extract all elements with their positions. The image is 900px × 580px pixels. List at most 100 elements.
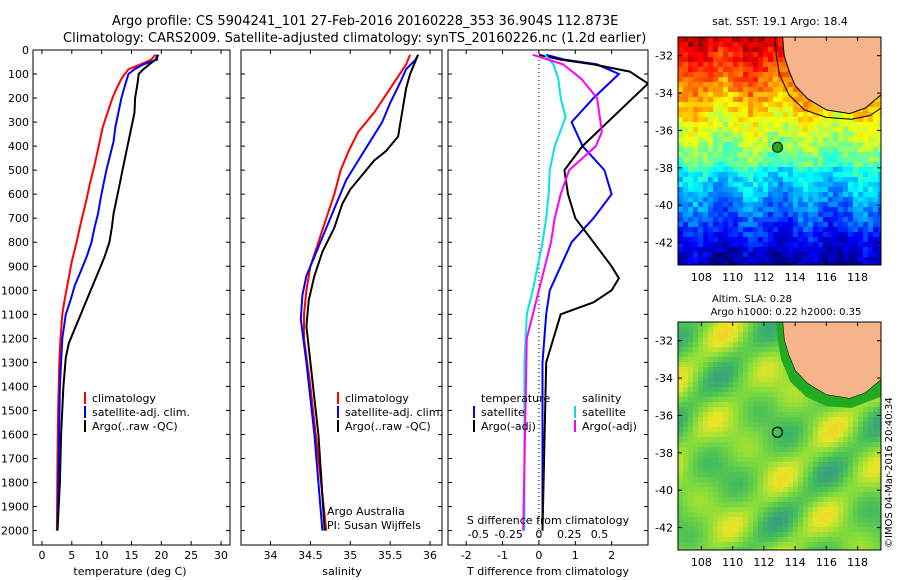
- sst-cell: [873, 182, 878, 187]
- sla-cell: [738, 382, 743, 387]
- sst-cell: [798, 107, 803, 112]
- sst-cell: [818, 232, 823, 237]
- sla-cell: [843, 547, 848, 550]
- sst-cell: [838, 147, 843, 152]
- depth-tick-label: 1700: [1, 452, 29, 465]
- sst-cell: [818, 152, 823, 157]
- sla-cell: [823, 452, 828, 457]
- sla-cell: [763, 457, 768, 462]
- sla-cell: [838, 517, 843, 522]
- sla-cell: [683, 397, 688, 402]
- sla-cell: [703, 512, 708, 517]
- sst-cell: [758, 247, 763, 252]
- sst-cell: [863, 247, 868, 252]
- sst-cell: [703, 252, 708, 257]
- sst-cell: [703, 102, 708, 107]
- sst-cell: [833, 157, 838, 162]
- sla-cell: [728, 342, 733, 347]
- sst-cell: [723, 187, 728, 192]
- sst-cell: [873, 167, 878, 172]
- sla-cell: [753, 397, 758, 402]
- sla-cell: [718, 477, 723, 482]
- sla-cell: [808, 502, 813, 507]
- sst-cell: [683, 132, 688, 137]
- sst-cell: [703, 37, 708, 42]
- sla-cell: [848, 432, 853, 437]
- sla-cell: [808, 437, 813, 442]
- sla-cell: [758, 322, 763, 327]
- sst-map-title: sat. SST: 19.1 Argo: 18.4: [712, 15, 848, 28]
- sst-cell: [753, 262, 758, 265]
- sst-cell: [683, 202, 688, 207]
- sla-cell: [783, 482, 788, 487]
- sla-cell: [678, 357, 683, 362]
- sla-cell: [803, 452, 808, 457]
- sst-cell: [823, 162, 828, 167]
- secondary-tick-label: 0: [535, 528, 542, 541]
- sla-cell: [693, 382, 698, 387]
- sla-cell: [728, 537, 733, 542]
- sst-cell: [683, 97, 688, 102]
- sla-cell: [818, 452, 823, 457]
- sst-cell: [748, 197, 753, 202]
- sla-cell: [833, 417, 838, 422]
- sst-cell: [708, 132, 713, 137]
- sla-cell: [768, 522, 773, 527]
- sla-cell: [713, 362, 718, 367]
- sla-cell: [733, 537, 738, 542]
- sst-cell: [788, 92, 793, 97]
- sst-cell: [768, 232, 773, 237]
- sst-cell: [808, 212, 813, 217]
- sla-cell: [748, 537, 753, 542]
- sla-cell: [748, 442, 753, 447]
- sst-cell: [703, 212, 708, 217]
- sst-cell: [683, 152, 688, 157]
- sla-cell: [758, 382, 763, 387]
- salinity-difference-ticks: -0.5 -0.25 0 0.25 0.5: [468, 528, 609, 541]
- sst-cell: [733, 37, 738, 42]
- sla-cell: [693, 537, 698, 542]
- sst-cell: [753, 217, 758, 222]
- sst-cell: [718, 52, 723, 57]
- sst-cell: [803, 142, 808, 147]
- sst-cell: [798, 227, 803, 232]
- sst-cell: [723, 222, 728, 227]
- sst-cell: [863, 152, 868, 157]
- sst-cell: [858, 112, 863, 117]
- sla-cell: [768, 442, 773, 447]
- sla-cell: [753, 352, 758, 357]
- sla-cell: [758, 487, 763, 492]
- sst-cell: [793, 192, 798, 197]
- sla-cell: [723, 527, 728, 532]
- sla-cell: [733, 492, 738, 497]
- sst-cell: [708, 137, 713, 142]
- sla-cell: [728, 532, 733, 537]
- sst-cell: [678, 77, 683, 82]
- sla-cell: [873, 482, 878, 487]
- sst-cell: [733, 222, 738, 227]
- sst-cell: [808, 157, 813, 162]
- sla-cell: [708, 537, 713, 542]
- sla-cell: [823, 507, 828, 512]
- sla-cell: [843, 467, 848, 472]
- sst-cell: [718, 62, 723, 67]
- sla-cell: [733, 437, 738, 442]
- sst-cell: [813, 167, 818, 172]
- sla-cell: [698, 347, 703, 352]
- sst-cell: [728, 92, 733, 97]
- sst-cell: [793, 197, 798, 202]
- sst-cell: [718, 212, 723, 217]
- sla-cell: [868, 472, 873, 477]
- sst-cell: [753, 162, 758, 167]
- sst-cell: [718, 92, 723, 97]
- sla-cell: [713, 482, 718, 487]
- sla-cell: [873, 547, 878, 550]
- sla-cell: [708, 322, 713, 327]
- sla-cell: [873, 452, 878, 457]
- sst-cell: [878, 212, 881, 217]
- sla-cell: [853, 542, 858, 547]
- sla-cell: [718, 502, 723, 507]
- sst-cell: [798, 232, 803, 237]
- lat-tick-label: -32: [655, 335, 673, 348]
- sla-cell: [688, 367, 693, 372]
